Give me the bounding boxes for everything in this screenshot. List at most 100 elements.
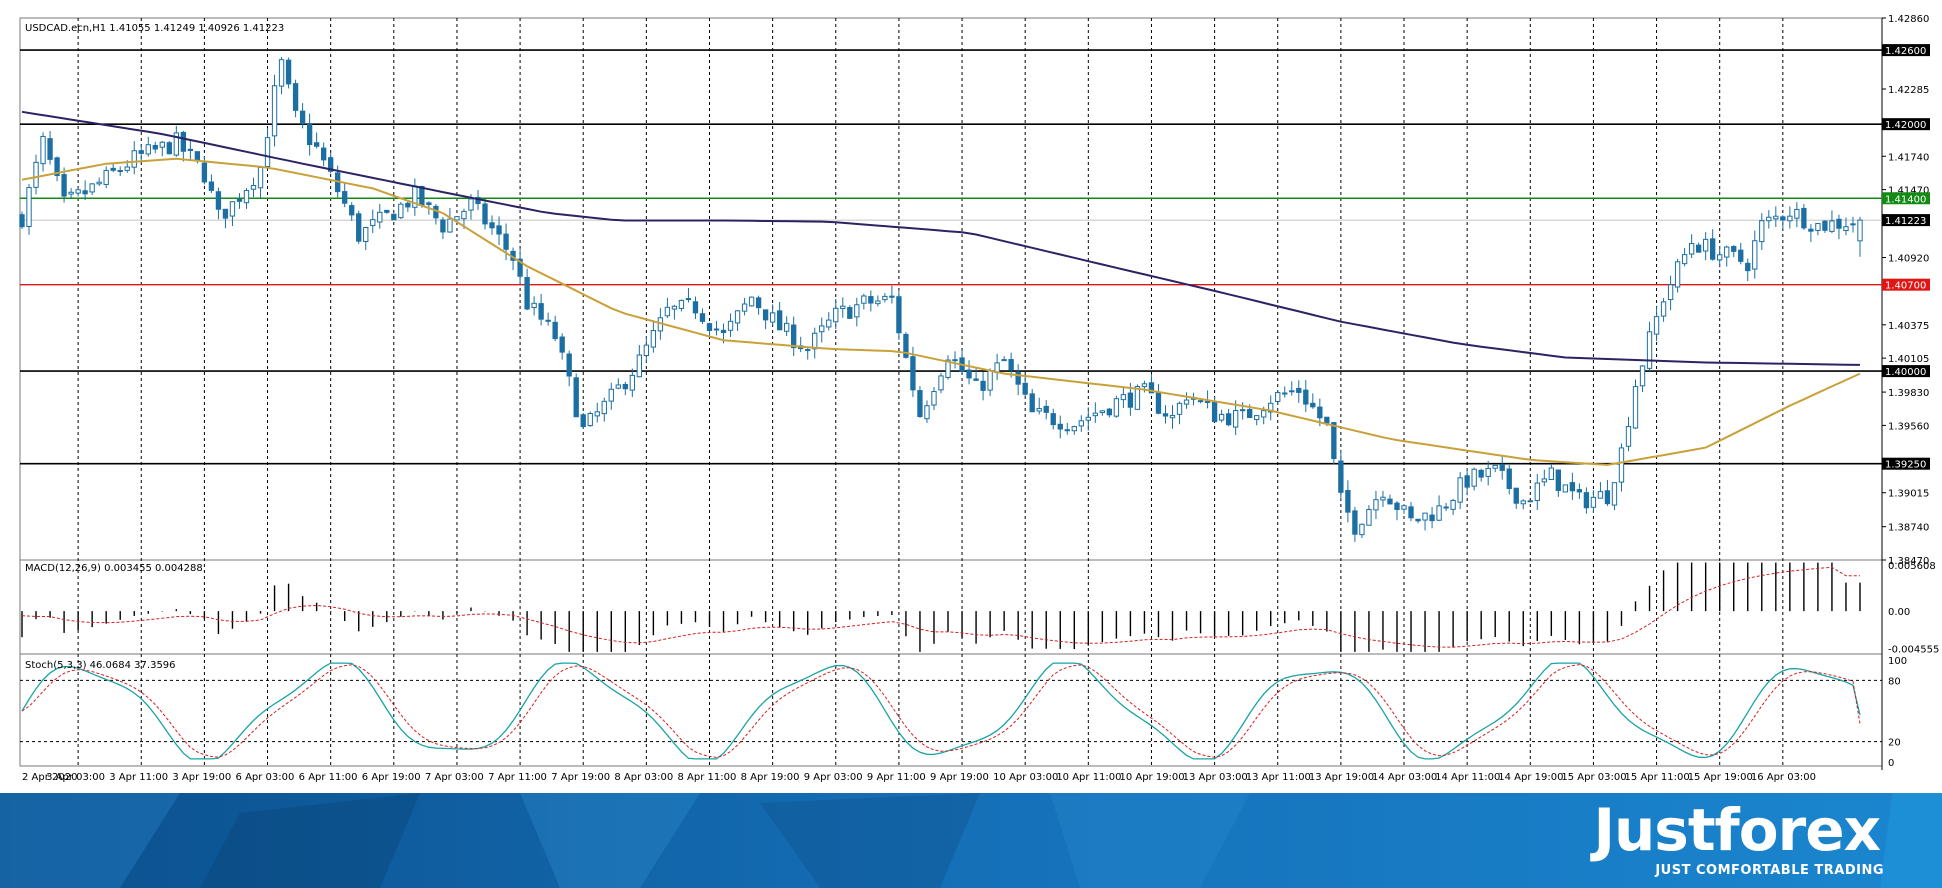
candle-body	[328, 157, 334, 172]
candle-body	[1415, 518, 1421, 522]
time-tick-label: 7 Apr 19:00	[551, 772, 610, 783]
candle-body	[384, 209, 390, 213]
price-tick-label: 1.38470	[1888, 556, 1929, 567]
candle-body	[47, 138, 53, 160]
price-level-tag-label: 1.40700	[1885, 281, 1926, 292]
time-tick-label: 7 Apr 03:00	[425, 772, 484, 783]
candle-body	[1738, 249, 1744, 262]
macd-info: MACD(12,26,9) 0.003455 0.004288	[25, 563, 203, 574]
candle-body	[229, 201, 236, 217]
candle-body	[1015, 371, 1021, 385]
candle-body	[40, 135, 46, 165]
time-tick-label: 13 Apr 03:00	[1183, 772, 1248, 783]
candle-body	[426, 202, 432, 206]
candle-body	[194, 151, 201, 162]
candle-body	[33, 161, 39, 188]
candle-body	[292, 83, 299, 111]
price-level-tag	[1882, 118, 1930, 131]
candle-body	[1036, 408, 1042, 412]
candle-body	[1857, 219, 1863, 242]
candle-body	[826, 319, 832, 328]
candle-body	[1752, 240, 1758, 270]
candle-body	[89, 183, 95, 193]
candle-body	[812, 332, 818, 350]
candle-body	[1534, 482, 1540, 501]
macd-tick-label: -0.004555	[1888, 645, 1939, 656]
candle-body	[1667, 284, 1674, 301]
stochastic-indicator: 100 80 20 0	[20, 656, 1907, 769]
candle-body	[1464, 475, 1470, 488]
price-level-tag-label: 1.42600	[1885, 46, 1926, 57]
candle-body	[1352, 510, 1358, 535]
candle-body	[1548, 467, 1554, 481]
candle-body	[1639, 365, 1646, 387]
candle-body	[1674, 261, 1681, 288]
macd-tick-label: 0.005608	[1888, 561, 1936, 572]
time-tick-label: 9 Apr 03:00	[804, 772, 863, 783]
time-tick-label: 10 Apr 11:00	[1056, 772, 1121, 783]
candle-body	[54, 157, 60, 177]
candle-body	[1660, 301, 1667, 317]
candle-body	[1724, 246, 1730, 258]
time-tick-label: 2 Apr 2020	[22, 772, 77, 783]
candle-body	[1604, 490, 1611, 505]
candle-body	[117, 169, 123, 172]
candle-body	[1120, 394, 1127, 401]
candle-body	[489, 222, 495, 229]
candle-body	[762, 309, 769, 321]
time-tick-label: 7 Apr 11:00	[488, 772, 547, 783]
candle-body	[924, 405, 930, 420]
price-tick-label: 1.40105	[1888, 354, 1929, 365]
candle-body	[1373, 499, 1379, 511]
time-tick-label: 6 Apr 19:00	[362, 772, 421, 783]
candle-body	[552, 321, 558, 340]
price-level-tag	[1882, 214, 1930, 227]
candle-body	[1225, 413, 1232, 426]
candle-body	[517, 258, 523, 277]
time-tick-label: 13 Apr 11:00	[1246, 772, 1311, 783]
time-tick-label: 10 Apr 19:00	[1119, 772, 1184, 783]
candle-body	[1317, 406, 1323, 419]
time-tick-label: 15 Apr 11:00	[1625, 772, 1690, 783]
candle-body	[320, 147, 327, 161]
candle-body	[776, 310, 783, 331]
candle-body	[1029, 393, 1035, 413]
time-tick-label: 16 Apr 03:00	[1751, 772, 1816, 783]
price-levels	[20, 49, 1882, 465]
candle-body	[531, 302, 537, 309]
candle-body	[208, 181, 215, 191]
candle-body	[1485, 467, 1491, 477]
candle-body	[447, 218, 453, 233]
price-tick-label: 1.42860	[1888, 14, 1929, 25]
candle-body	[1169, 414, 1176, 419]
time-tick-label: 13 Apr 19:00	[1309, 772, 1374, 783]
candle-body	[805, 349, 811, 352]
candle-body	[1625, 426, 1632, 447]
candle-body	[96, 181, 102, 185]
candle-body	[1148, 382, 1155, 394]
candle-body	[615, 384, 621, 389]
candle-body	[1702, 238, 1709, 252]
candle-body	[833, 307, 839, 323]
candle-body	[854, 304, 860, 318]
candle-body	[1759, 220, 1765, 243]
candle-body	[152, 144, 158, 150]
candle-body	[573, 377, 579, 418]
candle-body	[271, 85, 278, 137]
candle-body	[1520, 500, 1526, 505]
candle-body	[664, 306, 671, 317]
candle-body	[1239, 409, 1246, 412]
candle-body	[594, 411, 600, 417]
candle-body	[966, 369, 972, 379]
time-tick-label: 8 Apr 11:00	[677, 772, 736, 783]
price-tick-label: 1.41740	[1888, 152, 1929, 163]
time-tick-label: 9 Apr 19:00	[930, 772, 989, 783]
time-tick-label: 3 Apr 03:00	[46, 772, 105, 783]
candle-body	[713, 328, 720, 331]
candle-body	[1422, 512, 1428, 521]
candle-body	[840, 305, 846, 310]
price-level-tags: 1.42600 1.42000 1.41400 1.40700 1.40000 1.392…	[1882, 44, 1930, 471]
candle-body	[1710, 238, 1716, 260]
candle-body	[1064, 429, 1070, 432]
